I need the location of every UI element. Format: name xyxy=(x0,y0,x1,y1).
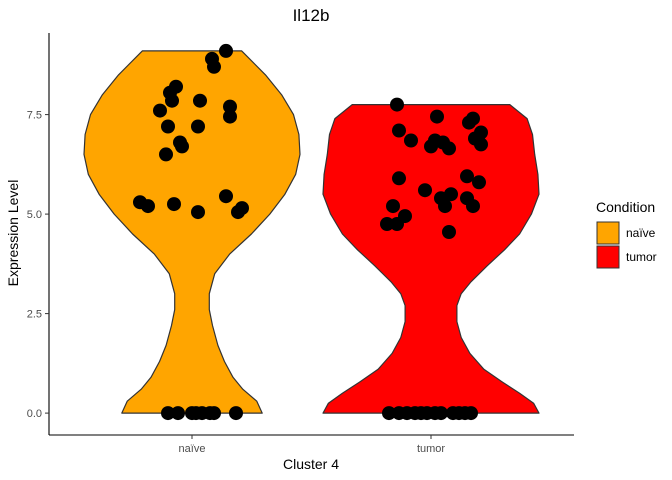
data-point xyxy=(207,406,221,421)
data-point xyxy=(466,111,480,126)
points-layer xyxy=(133,43,488,421)
data-point xyxy=(464,406,478,421)
data-point xyxy=(235,201,249,216)
data-point xyxy=(161,119,175,134)
x-ticks: naïve tumor xyxy=(179,435,445,455)
data-point xyxy=(173,135,187,150)
data-point xyxy=(382,406,396,421)
data-point xyxy=(442,225,456,239)
data-point xyxy=(169,79,183,94)
data-point xyxy=(438,199,452,214)
data-point xyxy=(474,137,488,152)
data-point xyxy=(386,199,400,214)
data-point xyxy=(392,171,406,186)
data-point xyxy=(472,175,486,190)
y-tick-label: 2.5 xyxy=(27,309,42,321)
data-point xyxy=(167,197,181,212)
data-point xyxy=(390,97,404,112)
data-point xyxy=(466,199,480,214)
data-point xyxy=(434,406,448,421)
data-point xyxy=(474,125,488,140)
y-tick-label: 5.0 xyxy=(27,209,42,221)
x-tick-label: tumor xyxy=(417,443,445,455)
x-tick-label: naïve xyxy=(179,443,206,455)
data-point xyxy=(159,147,173,162)
legend-label-0: naïve xyxy=(626,226,656,240)
data-point xyxy=(219,189,233,204)
data-point xyxy=(161,406,175,421)
y-ticks: 0.0 2.5 5.0 7.5 xyxy=(27,110,49,420)
data-point xyxy=(141,199,155,214)
legend: Condition naïve tumor xyxy=(596,199,657,269)
data-point xyxy=(444,187,458,202)
data-point xyxy=(229,406,243,421)
data-point xyxy=(223,109,237,124)
data-point xyxy=(191,205,205,220)
data-point xyxy=(219,43,233,58)
data-point xyxy=(380,217,394,231)
data-point xyxy=(460,169,474,184)
data-point xyxy=(392,123,406,138)
legend-title: Condition xyxy=(596,199,655,215)
chart-title: Il12b xyxy=(293,6,330,25)
legend-key-0 xyxy=(596,221,620,245)
data-point xyxy=(418,183,432,198)
data-point xyxy=(442,141,456,156)
data-point xyxy=(193,93,207,108)
data-point xyxy=(191,119,205,134)
data-point xyxy=(153,103,167,118)
legend-label-1: tumor xyxy=(626,250,657,264)
violins-layer xyxy=(83,50,540,414)
data-point xyxy=(223,99,237,114)
data-point xyxy=(171,406,185,421)
y-tick-label: 7.5 xyxy=(27,110,42,122)
legend-key-1 xyxy=(596,245,620,269)
data-point xyxy=(404,133,418,148)
violin-0 xyxy=(83,50,301,414)
y-tick-label: 0.0 xyxy=(27,408,42,420)
x-axis-title: Cluster 4 xyxy=(283,456,339,472)
data-point xyxy=(398,209,412,224)
y-axis-title: Expression Level xyxy=(5,180,21,287)
data-point xyxy=(430,109,444,124)
data-point xyxy=(205,51,219,66)
